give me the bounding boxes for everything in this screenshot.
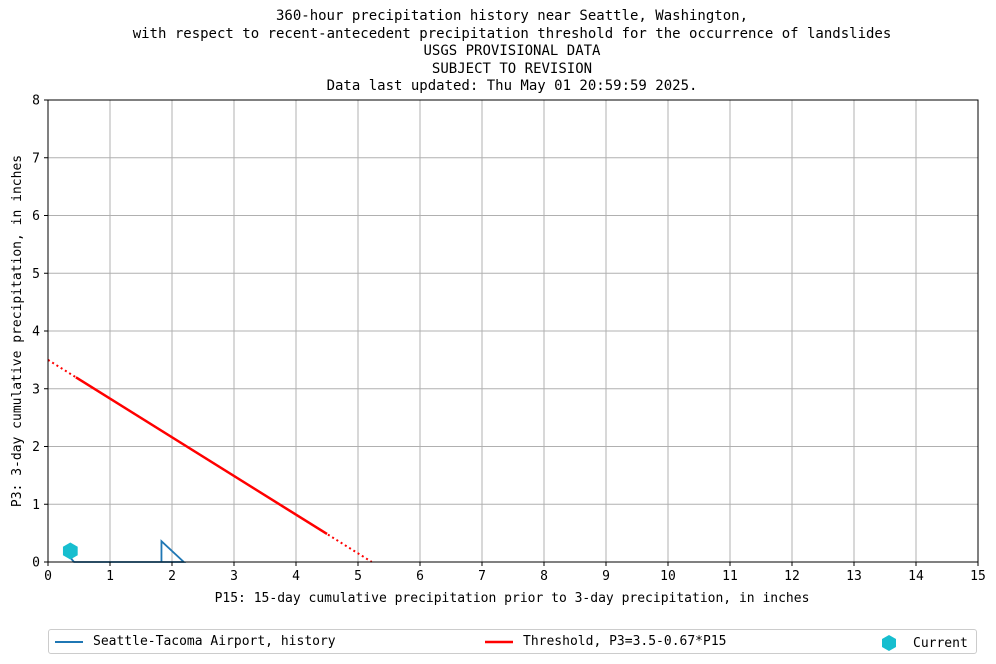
threshold-solid-line xyxy=(75,376,328,536)
x-tick-label: 6 xyxy=(416,569,424,584)
legend-item-current: Current xyxy=(877,634,968,652)
y-tick-label: 8 xyxy=(32,94,40,109)
x-tick-label: 15 xyxy=(970,569,986,584)
x-tick-label: 14 xyxy=(908,569,924,584)
x-tick-label: 4 xyxy=(292,569,300,584)
x-tick-label: 9 xyxy=(602,569,610,584)
legend-label-history: Seattle-Tacoma Airport, history xyxy=(93,634,336,649)
legend-item-threshold: Threshold, P3=3.5-0.67*P15 xyxy=(485,634,727,649)
history-line xyxy=(70,539,187,563)
title-line-5: Data last updated: Thu May 01 20:59:59 2… xyxy=(326,78,698,94)
x-tick-label: 7 xyxy=(478,569,486,584)
y-axis-label: P3: 3-day cumulative precipitation, in i… xyxy=(10,155,25,507)
chart-title: 360-hour precipitation history near Seat… xyxy=(0,8,996,96)
y-tick-label: 3 xyxy=(32,382,40,397)
legend-line-red xyxy=(485,640,513,643)
legend-label-current: Current xyxy=(913,635,968,651)
x-tick-label: 1 xyxy=(106,569,114,584)
y-tick-label: 5 xyxy=(32,267,40,282)
title-line-2: with respect to recent-antecedent precip… xyxy=(132,25,892,42)
x-tick-label: 5 xyxy=(354,569,362,584)
x-tick-label: 12 xyxy=(784,569,800,584)
x-tick-label: 3 xyxy=(230,569,238,584)
x-axis-label: P15: 15-day cumulative precipitation pri… xyxy=(215,591,810,606)
hexagon-marker-icon xyxy=(882,635,896,651)
x-tick-label: 13 xyxy=(846,569,862,584)
title-line-4: SUBJECT TO REVISION xyxy=(431,60,593,77)
y-tick-label: 6 xyxy=(32,209,40,224)
y-tick-label: 7 xyxy=(32,151,40,166)
x-tick-label: 10 xyxy=(660,569,676,584)
title-line-3: USGS PROVISIONAL DATA xyxy=(423,43,601,59)
grid xyxy=(47,99,979,563)
x-tick-label: 8 xyxy=(540,569,548,584)
title-line-1: 360-hour precipitation history near Seat… xyxy=(275,8,748,24)
x-tick-label: 2 xyxy=(168,569,176,584)
x-tick-label: 0 xyxy=(44,569,52,584)
y-tick-label: 4 xyxy=(32,325,40,340)
x-tick-label: 11 xyxy=(722,569,738,584)
y-tick-label: 0 xyxy=(32,556,40,571)
legend: Seattle-Tacoma Airport, history Threshol… xyxy=(48,629,977,654)
axes xyxy=(44,99,979,566)
series-layer xyxy=(47,359,373,563)
legend-line-blue xyxy=(55,640,83,643)
y-tick-label: 2 xyxy=(32,440,40,455)
legend-label-threshold: Threshold, P3=3.5-0.67*P15 xyxy=(523,634,727,649)
legend-item-history: Seattle-Tacoma Airport, history xyxy=(55,634,336,649)
y-tick-label: 1 xyxy=(32,498,40,513)
current-point xyxy=(62,542,78,560)
